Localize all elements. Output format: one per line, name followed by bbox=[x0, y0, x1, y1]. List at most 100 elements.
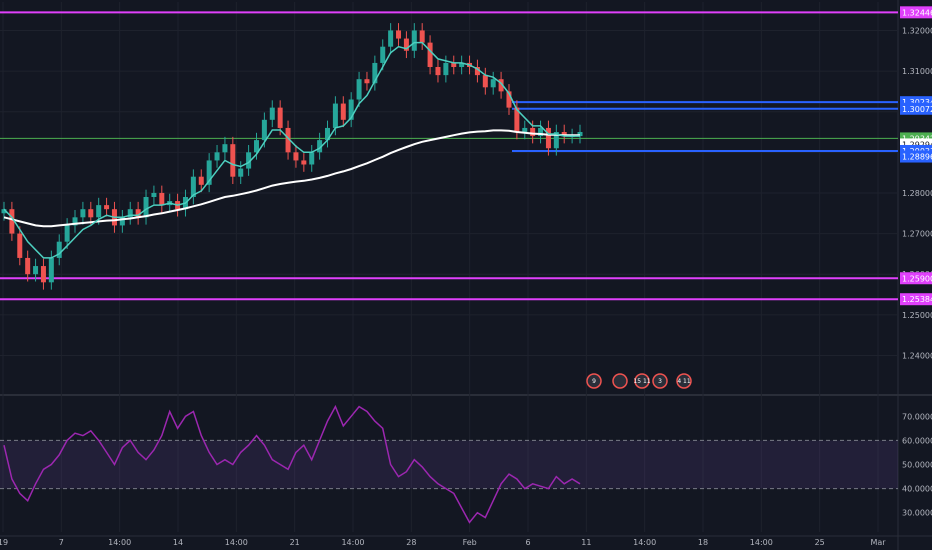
rsi-pane bbox=[0, 404, 898, 524]
candle bbox=[25, 257, 31, 275]
candle bbox=[538, 127, 544, 137]
rsi-tick-label: 70.0000 bbox=[902, 412, 932, 421]
rsi-band bbox=[0, 440, 898, 489]
candle bbox=[403, 38, 409, 51]
events[interactable]: 9 15 11 3 4 11 bbox=[586, 373, 692, 389]
candle bbox=[293, 152, 299, 161]
level-lines[interactable] bbox=[0, 11, 898, 301]
candle bbox=[119, 217, 125, 226]
candle bbox=[332, 103, 338, 128]
candle bbox=[474, 67, 480, 76]
rsi-tick-label: 60.0000 bbox=[902, 436, 932, 445]
candle bbox=[214, 152, 220, 161]
time-tick-label: 28 bbox=[406, 538, 416, 547]
candle bbox=[301, 160, 307, 165]
candle bbox=[396, 30, 402, 39]
level-label: 1.30234 bbox=[902, 98, 932, 107]
ema-fast-line bbox=[3, 41, 580, 259]
event-marker bbox=[652, 373, 668, 389]
time-tick-label: 11 bbox=[581, 538, 591, 547]
candles bbox=[1, 23, 583, 290]
candle bbox=[411, 30, 417, 51]
candle bbox=[198, 176, 204, 185]
candle bbox=[372, 62, 378, 84]
candle bbox=[451, 62, 457, 67]
level-label: 1.30072 bbox=[902, 105, 932, 114]
candle bbox=[127, 209, 133, 218]
price-tick-label: 1.27000 bbox=[902, 230, 932, 239]
candle bbox=[88, 209, 94, 218]
candle bbox=[159, 192, 165, 206]
candle bbox=[577, 132, 583, 137]
candle bbox=[33, 266, 39, 275]
price-tick-label: 1.32000 bbox=[902, 26, 932, 35]
candle bbox=[269, 107, 275, 120]
candle bbox=[1, 209, 7, 214]
rsi-tick-label: 50.0000 bbox=[902, 461, 932, 470]
candle bbox=[419, 30, 425, 43]
candle bbox=[56, 241, 62, 258]
candle bbox=[553, 132, 559, 149]
time-tick-label: 18 bbox=[698, 538, 708, 547]
rsi-tick-label: 30.0000 bbox=[902, 509, 932, 518]
level-label: 1.25900 bbox=[902, 274, 932, 283]
time-tick-label: 14:00 bbox=[341, 538, 364, 547]
time-tick-label: Feb bbox=[463, 538, 477, 547]
price-tick-label: 1.25000 bbox=[902, 311, 932, 320]
pane-separator bbox=[0, 394, 932, 396]
candle bbox=[72, 217, 78, 226]
candle bbox=[340, 103, 346, 120]
ema-slow-line bbox=[3, 129, 580, 228]
event-marker bbox=[586, 373, 602, 389]
time-tick-label: 14:00 bbox=[750, 538, 773, 547]
candle bbox=[443, 62, 449, 76]
candle bbox=[530, 127, 536, 137]
candle bbox=[348, 99, 354, 120]
candle bbox=[388, 30, 394, 47]
candle bbox=[459, 62, 465, 67]
candle bbox=[40, 266, 46, 283]
candle bbox=[317, 140, 323, 153]
time-tick-label: 6 bbox=[525, 538, 530, 547]
candle bbox=[151, 192, 157, 197]
price-tick-label: 1.24000 bbox=[902, 351, 932, 360]
event-marker bbox=[612, 373, 628, 389]
rsi-line bbox=[3, 404, 581, 524]
candle bbox=[96, 205, 102, 218]
level-label-box bbox=[900, 6, 932, 19]
candle bbox=[253, 140, 259, 153]
candle bbox=[561, 132, 567, 137]
candle bbox=[206, 160, 212, 185]
candle bbox=[435, 67, 441, 76]
candle bbox=[506, 91, 512, 108]
candle bbox=[325, 127, 331, 141]
time-tick-label: 14:00 bbox=[108, 538, 131, 547]
candle bbox=[356, 79, 362, 100]
candle bbox=[246, 152, 252, 169]
level-label-box bbox=[900, 150, 932, 163]
time-tick-label: 21 bbox=[290, 538, 300, 547]
level-label: 1.28896 bbox=[902, 153, 932, 162]
price-tick-label: 1.28000 bbox=[902, 189, 932, 198]
candle bbox=[285, 127, 291, 153]
event-label: 3 bbox=[658, 378, 662, 385]
event-marker bbox=[634, 373, 650, 389]
candle bbox=[190, 176, 196, 197]
candle bbox=[380, 46, 386, 63]
level-labels: 1.324461.302341.300721.293421.292941.290… bbox=[900, 6, 932, 306]
time-tick-label: Mar bbox=[870, 538, 886, 547]
level-label-box bbox=[900, 293, 932, 306]
time-tick-label: 25 bbox=[815, 538, 825, 547]
candle bbox=[135, 209, 141, 218]
event-label: 4 11 bbox=[677, 378, 691, 385]
candle bbox=[490, 79, 496, 88]
time-axis[interactable]: 19 7 14:00 14 14:00 21 14:00 28 Feb 6 11 14:00 18 14:… bbox=[0, 538, 886, 547]
time-tick-label: 14 bbox=[173, 538, 183, 547]
time-tick-label: 7 bbox=[59, 538, 64, 547]
level-label: 1.29294 bbox=[902, 140, 932, 149]
candle bbox=[9, 209, 15, 234]
level-label: 1.32446 bbox=[902, 8, 932, 17]
candle bbox=[17, 233, 23, 258]
